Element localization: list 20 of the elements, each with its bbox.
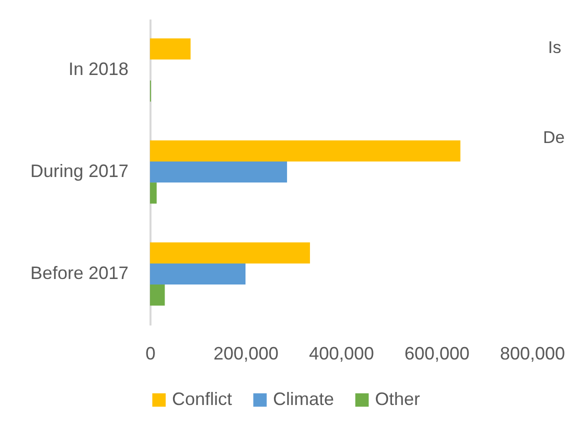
bar [150,182,157,204]
bar [150,263,246,285]
bar [150,284,165,306]
legend-label: Climate [273,389,334,409]
x-tick-label: 0 [145,344,156,364]
text: Is [548,38,562,58]
x-tick-label: 400,000 [308,344,374,364]
y-tick-label: In 2018 [68,59,128,79]
x-tick-label: 600,000 [404,344,470,364]
y-tick-label: Before 2017 [30,263,128,283]
legend-label: Other [375,389,420,409]
legend-label: Conflict [172,389,232,409]
x-tick-label: 200,000 [213,344,279,364]
bar [150,161,288,183]
bar [150,38,191,60]
y-tick-label: During 2017 [30,161,128,181]
x-tick-label: 800,000 [500,344,566,364]
bar [150,242,310,264]
bar [150,140,460,162]
text: De [543,128,565,148]
